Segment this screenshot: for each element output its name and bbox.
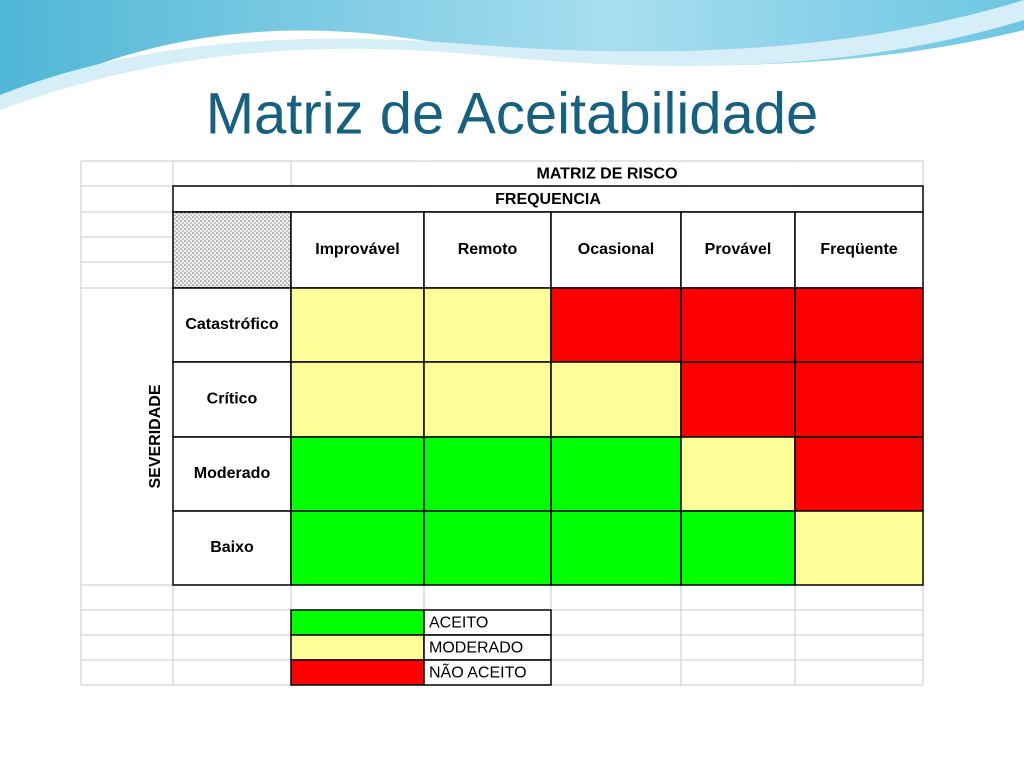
risk-cell — [794, 436, 924, 512]
header-wave — [0, 0, 1024, 110]
risk-cell — [550, 287, 682, 363]
legend-swatch — [290, 659, 425, 686]
risk-cell — [290, 436, 425, 512]
risk-cell — [290, 361, 425, 438]
legend-label: MODERADO — [429, 640, 523, 657]
risk-cell — [423, 436, 552, 512]
risk-cell — [550, 510, 682, 586]
corner-cell — [172, 211, 292, 289]
row-header-cell — [172, 436, 292, 512]
risk-cell — [550, 361, 682, 438]
risk-cell — [794, 510, 924, 586]
column-header-cell — [680, 211, 796, 289]
row-header: Baixo — [210, 539, 254, 556]
legend-label: NÃO ACEITO — [429, 662, 527, 682]
legend-swatch — [290, 609, 425, 636]
risk-cell — [423, 510, 552, 586]
risk-cell — [680, 287, 796, 363]
risk-cell — [794, 287, 924, 363]
row-header: Crítico — [207, 391, 258, 408]
risk-cell — [550, 436, 682, 512]
risk-cell — [680, 361, 796, 438]
column-header: Improvável — [315, 241, 399, 258]
risk-cell — [290, 510, 425, 586]
risk-cell — [423, 361, 552, 438]
column-header-cell — [423, 211, 552, 289]
legend-label-cell — [423, 609, 552, 636]
sheet-bg — [82, 289, 172, 584]
column-header: Remoto — [458, 241, 518, 258]
slide-title: Matriz de Aceitabilidade — [206, 81, 819, 146]
column-header-cell — [794, 211, 924, 289]
column-header: Provável — [705, 241, 772, 258]
table-subheader: FREQUENCIA — [495, 191, 601, 208]
column-header-cell — [550, 211, 682, 289]
legend-label-cell — [423, 634, 552, 661]
row-header-cell — [172, 510, 292, 586]
row-header: Moderado — [194, 465, 271, 482]
risk-cell — [423, 287, 552, 363]
risk-cell — [794, 361, 924, 438]
row-header-cell — [172, 361, 292, 438]
row-header: Catastrófico — [185, 316, 279, 333]
sheet-bg — [292, 162, 922, 185]
risk-cell — [680, 510, 796, 586]
column-header: Freqüente — [820, 241, 897, 258]
legend-swatch — [290, 634, 425, 661]
risk-cell — [680, 436, 796, 512]
table-header: MATRIZ DE RISCO — [536, 166, 677, 183]
legend-label-cell — [423, 659, 552, 686]
side-label: SEVERIDADE — [147, 384, 164, 488]
legend-label: ACEITO — [429, 615, 488, 632]
column-header-cell — [290, 211, 425, 289]
header-wave-light — [0, 0, 1024, 110]
column-header: Ocasional — [578, 241, 654, 258]
risk-cell — [290, 287, 425, 363]
